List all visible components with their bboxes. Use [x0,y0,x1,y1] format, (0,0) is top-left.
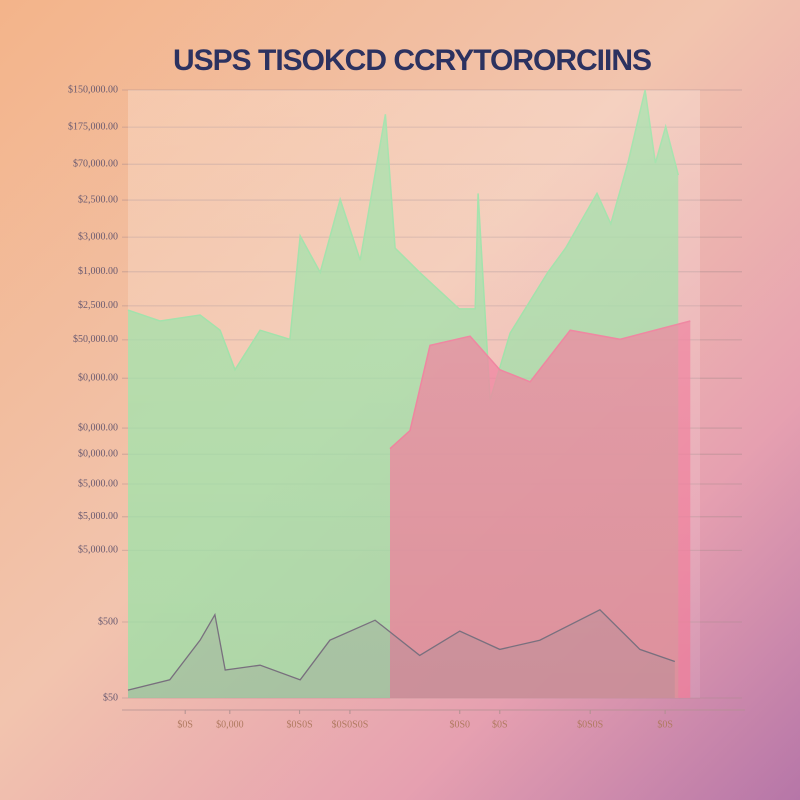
y-tick-label: $50,000.00 [73,334,118,345]
y-tick-label: $2,500.00 [78,300,118,311]
x-tick-label: $0S0 [449,719,470,730]
x-tick-label: $0,000 [216,719,244,730]
y-tick-label: $500 [98,616,118,627]
y-tick-label: $1,000.00 [78,266,118,277]
x-tick-label: $0S0S [577,719,603,730]
y-tick-label: $150,000.00 [68,84,118,95]
y-tick-label: $0,000.00 [78,422,118,433]
x-tick-label: $0S [657,719,673,730]
haze [128,90,700,698]
y-tick-label: $70,000.00 [73,158,118,169]
y-tick-label: $0,000.00 [78,448,118,459]
x-tick-label: $0S0S0S [332,719,369,730]
y-tick-label: $5,000.00 [78,511,118,522]
y-tick-label: $5,000.00 [78,478,118,489]
y-tick-label: $3,000.00 [78,231,118,242]
y-tick-label: $175,000.00 [68,121,118,132]
y-tick-label: $5,000.00 [78,545,118,556]
y-tick-label: $50 [103,692,118,703]
x-tick-label: $0S [177,719,193,730]
y-tick-label: $0,000.00 [78,372,118,383]
x-tick-label: $0S0S [287,719,313,730]
x-tick-label: $0S [492,719,508,730]
chart-title: USPS TISOKCD CCRYTORORCIINS [173,44,651,77]
y-tick-label: $2,500.00 [78,194,118,205]
